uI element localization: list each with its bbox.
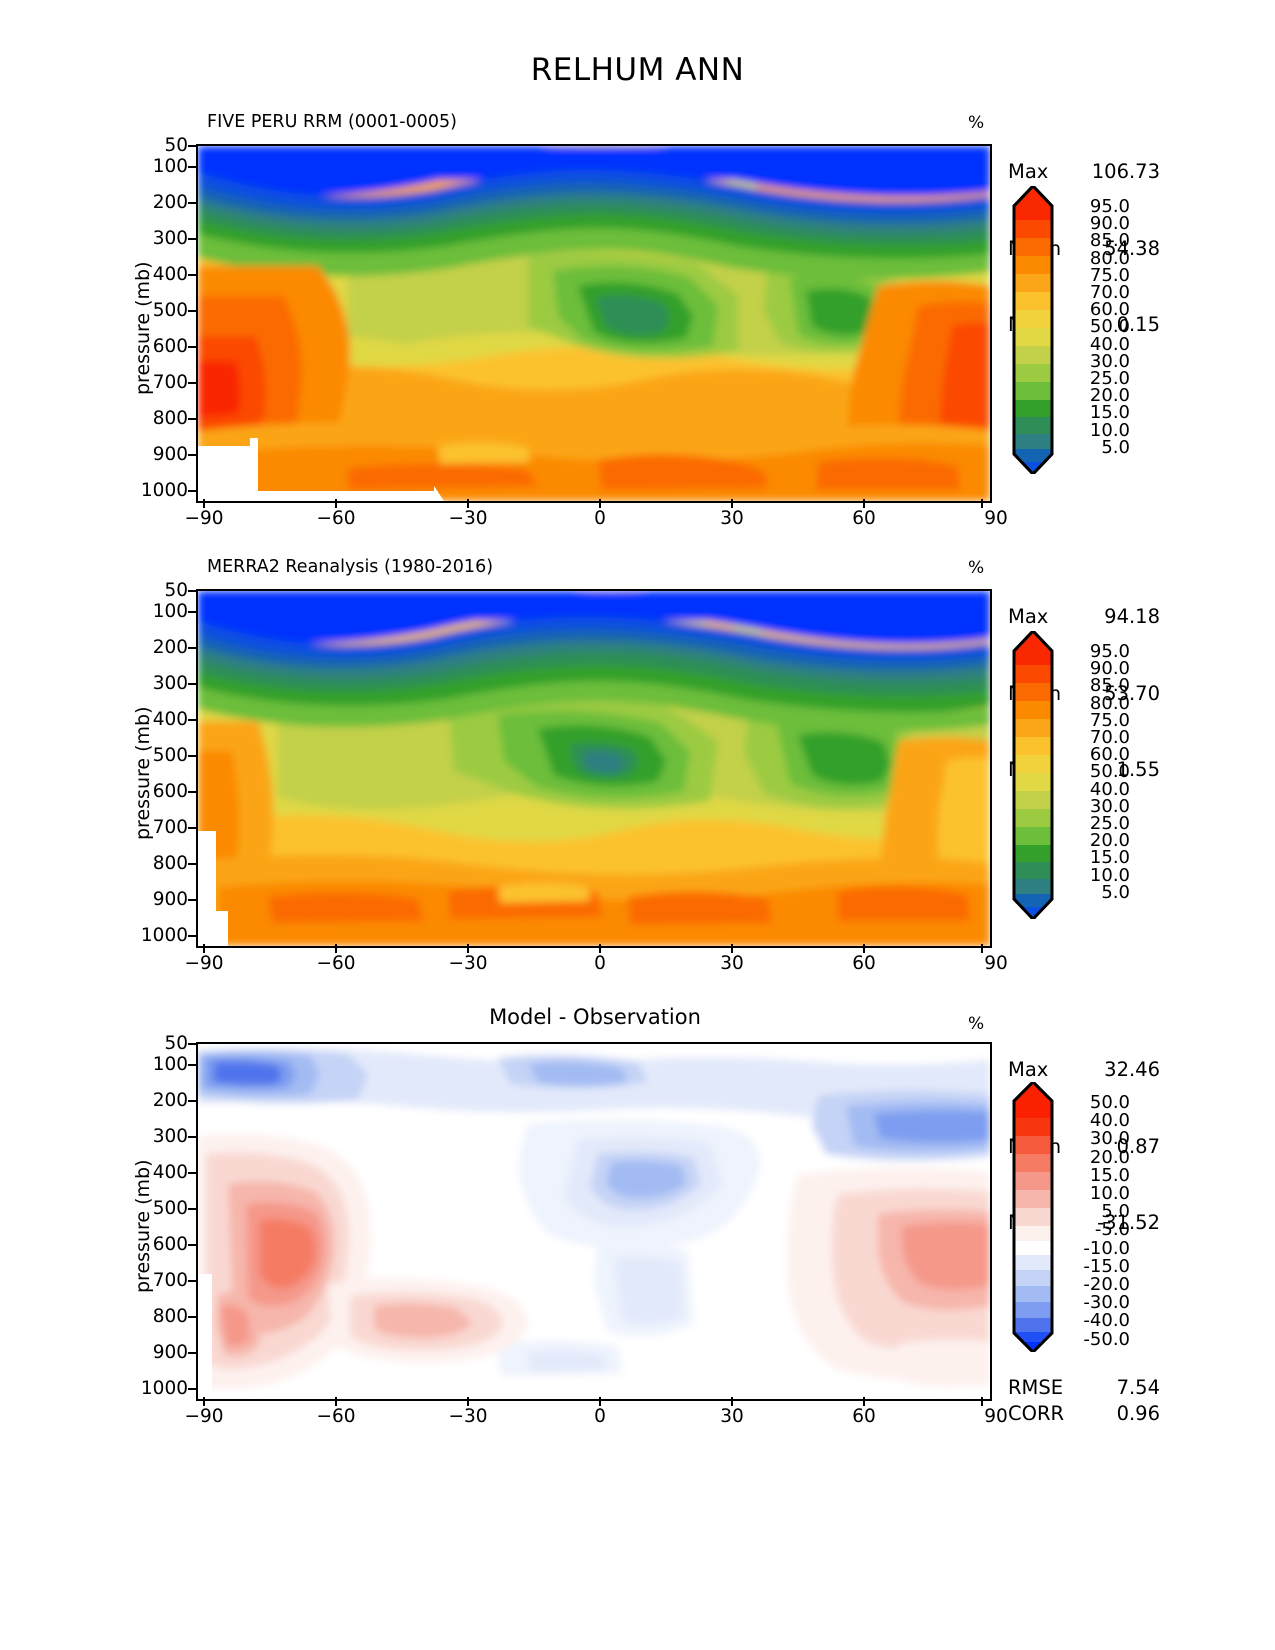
ytick-mark xyxy=(188,827,196,829)
ytick-mark xyxy=(188,719,196,721)
panel-model-units: % xyxy=(968,113,985,133)
ytick-mark xyxy=(188,274,196,276)
xtick-mark xyxy=(335,499,337,508)
stat-value: 1.55 xyxy=(1116,758,1160,781)
ytick-mark xyxy=(188,166,196,168)
stat-value: 0.15 xyxy=(1116,313,1160,336)
stat-key: Max xyxy=(1008,605,1049,628)
xtick-mark xyxy=(467,499,469,508)
ytick-mark xyxy=(188,1064,196,1066)
xtick-mark xyxy=(981,1397,983,1406)
skill-value: 7.54 xyxy=(1116,1376,1160,1399)
panel-model-title: FIVE PERU RRM (0001-0005) xyxy=(207,112,457,132)
stat-value: -31.52 xyxy=(1097,1211,1160,1234)
xtick-mark xyxy=(599,1397,601,1406)
colorbar-difference-labels: 50.0 40.0 30.0 20.0 15.0 10.0 5.0 -5.0 -… xyxy=(1083,1092,1130,1350)
panel-observation-contours xyxy=(198,591,990,946)
panel-observation-plot[interactable] xyxy=(196,589,992,948)
colorbar-swatches xyxy=(1012,183,1054,477)
ytick-mark xyxy=(188,1388,196,1390)
panel-difference-title: Model - Observation xyxy=(489,1005,701,1029)
ytick-mark xyxy=(188,418,196,420)
xtick-mark xyxy=(599,499,601,508)
skill-value: 0.96 xyxy=(1116,1401,1160,1425)
xtick-mark xyxy=(731,499,733,508)
stat-key: Max xyxy=(1008,160,1049,183)
ytick-mark xyxy=(188,238,196,240)
xtick-mark xyxy=(863,499,865,508)
ytick-mark xyxy=(188,611,196,613)
stat-value: 0.87 xyxy=(1116,1134,1160,1158)
ytick-mark xyxy=(188,1136,196,1138)
xtick-mark xyxy=(203,1397,205,1406)
xtick-mark xyxy=(981,499,983,508)
colorbar-swatches xyxy=(1012,628,1054,922)
ytick-mark xyxy=(188,1280,196,1282)
ytick-mark xyxy=(188,647,196,649)
ytick-mark xyxy=(188,899,196,901)
ytick-mark xyxy=(188,454,196,456)
panel-model-contours xyxy=(198,146,990,501)
ytick-mark xyxy=(188,863,196,865)
figure-title: RELHUM ANN xyxy=(530,52,745,88)
stat-value: 106.73 xyxy=(1091,160,1160,183)
xtick-mark xyxy=(335,944,337,953)
colorbar-absolute-2[interactable] xyxy=(1012,628,1054,922)
skill-key: CORR xyxy=(1008,1401,1065,1425)
stat-value: 94.18 xyxy=(1104,605,1160,628)
panel-model-plot[interactable] xyxy=(196,144,992,503)
xtick-mark xyxy=(863,944,865,953)
panel-difference-contours xyxy=(198,1044,990,1399)
xtick-mark xyxy=(731,1397,733,1406)
stat-key: Max xyxy=(1008,1058,1049,1081)
ytick-mark xyxy=(188,346,196,348)
ytick-mark xyxy=(188,1172,196,1174)
ytick-mark xyxy=(188,1043,196,1045)
ytick-mark xyxy=(188,1352,196,1354)
ytick-mark xyxy=(188,590,196,592)
stat-value: 54.38 xyxy=(1104,236,1160,260)
ytick-mark xyxy=(188,202,196,204)
xtick-mark xyxy=(731,944,733,953)
ytick-mark xyxy=(188,1244,196,1246)
ytick-mark xyxy=(188,791,196,793)
xtick-mark xyxy=(467,944,469,953)
ytick-mark xyxy=(188,1316,196,1318)
ytick-mark xyxy=(188,683,196,685)
panel-observation-units: % xyxy=(968,558,985,578)
ytick-mark xyxy=(188,755,196,757)
xtick-mark xyxy=(335,1397,337,1406)
colorbar-swatches xyxy=(1012,1079,1054,1355)
panel-difference-plot[interactable] xyxy=(196,1042,992,1401)
xtick-mark xyxy=(981,944,983,953)
ytick-mark xyxy=(188,935,196,937)
ytick-mark xyxy=(188,145,196,147)
colorbar-difference[interactable] xyxy=(1012,1079,1054,1355)
xtick-mark xyxy=(467,1397,469,1406)
colorbar-absolute-2-labels: 95.0 90.0 85.0 80.0 75.0 70.0 60.0 50.0 … xyxy=(1089,641,1130,903)
ytick-mark xyxy=(188,382,196,384)
ytick-mark xyxy=(188,310,196,312)
stat-value: 32.46 xyxy=(1104,1058,1160,1081)
skill-key: RMSE xyxy=(1008,1376,1064,1399)
ytick-mark xyxy=(188,1208,196,1210)
colorbar-absolute-1-labels: 95.0 90.0 85.0 80.0 75.0 70.0 60.0 50.0 … xyxy=(1089,196,1130,458)
xtick-mark xyxy=(863,1397,865,1406)
ytick-mark xyxy=(188,490,196,492)
panel-observation-title: MERRA2 Reanalysis (1980-2016) xyxy=(207,557,494,577)
xtick-mark xyxy=(599,944,601,953)
ytick-mark xyxy=(188,1100,196,1102)
skill-scores: RMSE 7.54 CORR 0.96 xyxy=(1008,1375,1160,1426)
xtick-mark xyxy=(203,499,205,508)
panel-difference-units: % xyxy=(968,1014,985,1034)
xtick-mark xyxy=(203,944,205,953)
stat-value: 53.70 xyxy=(1104,681,1160,705)
colorbar-absolute-1[interactable] xyxy=(1012,183,1054,477)
